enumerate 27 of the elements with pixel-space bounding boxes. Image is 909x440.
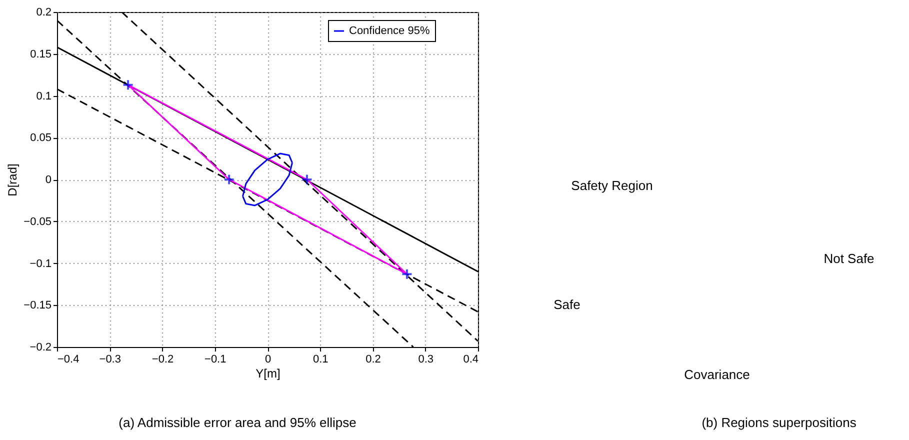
x-tick-label: 0	[264, 354, 272, 366]
x-tick-label: 0.2	[366, 354, 381, 366]
x-tick-label: 0.1	[312, 354, 328, 366]
y-tick-label: 0.1	[36, 90, 52, 102]
y-tick-label: 0.05	[30, 132, 52, 144]
y-tick-label: 0.2	[36, 6, 52, 18]
x-tick-label: −0.1	[204, 354, 226, 366]
x-tick-label: −0.3	[99, 354, 121, 366]
y-tick-label: −0.1	[30, 258, 52, 270]
x-tick-label: 0.4	[463, 354, 478, 366]
x-axis-title: Y[m]	[256, 366, 280, 380]
y-tick-label: −0.05	[24, 216, 52, 228]
x-tick-label: 0.3	[418, 354, 434, 366]
x-tick-label: −0.2	[152, 354, 174, 366]
y-tick-label: 0	[45, 174, 52, 186]
text: (a) Admissible error area and 95% ellipse	[118, 415, 356, 430]
text: Safe	[554, 297, 580, 312]
y-axis-title: D[rad]	[6, 164, 20, 196]
y-tick-label: 0.15	[30, 48, 52, 60]
legend-label: Confidence 95%	[349, 25, 430, 37]
y-tick-label: −0.2	[30, 342, 52, 354]
text: (b) Regions superpositions	[702, 415, 857, 430]
x-tick-label: −0.4	[58, 354, 80, 366]
text: Covariance	[684, 367, 750, 382]
text: Not Safe	[824, 251, 874, 266]
y-tick-label: −0.15	[24, 300, 52, 312]
text: Safety Region	[571, 178, 653, 193]
